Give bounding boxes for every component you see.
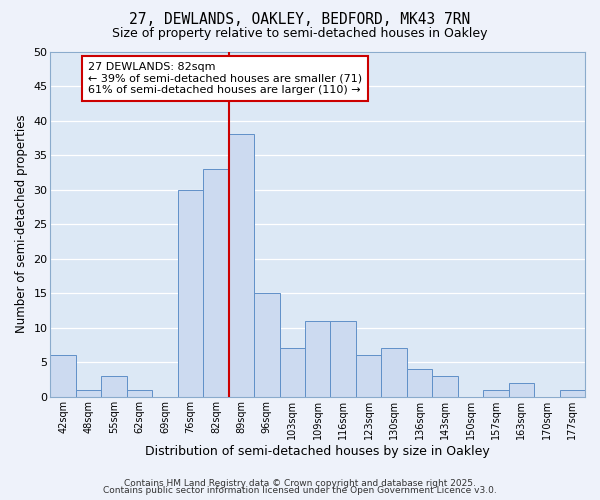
- Text: 27 DEWLANDS: 82sqm
← 39% of semi-detached houses are smaller (71)
61% of semi-de: 27 DEWLANDS: 82sqm ← 39% of semi-detache…: [88, 62, 362, 95]
- Bar: [560, 390, 585, 397]
- Bar: [203, 169, 229, 397]
- Text: Contains public sector information licensed under the Open Government Licence v3: Contains public sector information licen…: [103, 486, 497, 495]
- Bar: [483, 390, 509, 397]
- Bar: [432, 376, 458, 397]
- Bar: [356, 356, 382, 397]
- Bar: [101, 376, 127, 397]
- Bar: [305, 321, 331, 397]
- Y-axis label: Number of semi-detached properties: Number of semi-detached properties: [15, 115, 28, 334]
- Bar: [76, 390, 101, 397]
- Text: 27, DEWLANDS, OAKLEY, BEDFORD, MK43 7RN: 27, DEWLANDS, OAKLEY, BEDFORD, MK43 7RN: [130, 12, 470, 28]
- Bar: [280, 348, 305, 397]
- Bar: [127, 390, 152, 397]
- Bar: [178, 190, 203, 397]
- Bar: [509, 383, 534, 397]
- X-axis label: Distribution of semi-detached houses by size in Oakley: Distribution of semi-detached houses by …: [145, 444, 490, 458]
- Text: Contains HM Land Registry data © Crown copyright and database right 2025.: Contains HM Land Registry data © Crown c…: [124, 478, 476, 488]
- Bar: [50, 356, 76, 397]
- Text: Size of property relative to semi-detached houses in Oakley: Size of property relative to semi-detach…: [112, 28, 488, 40]
- Bar: [382, 348, 407, 397]
- Bar: [331, 321, 356, 397]
- Bar: [407, 369, 432, 397]
- Bar: [229, 134, 254, 397]
- Bar: [254, 293, 280, 397]
